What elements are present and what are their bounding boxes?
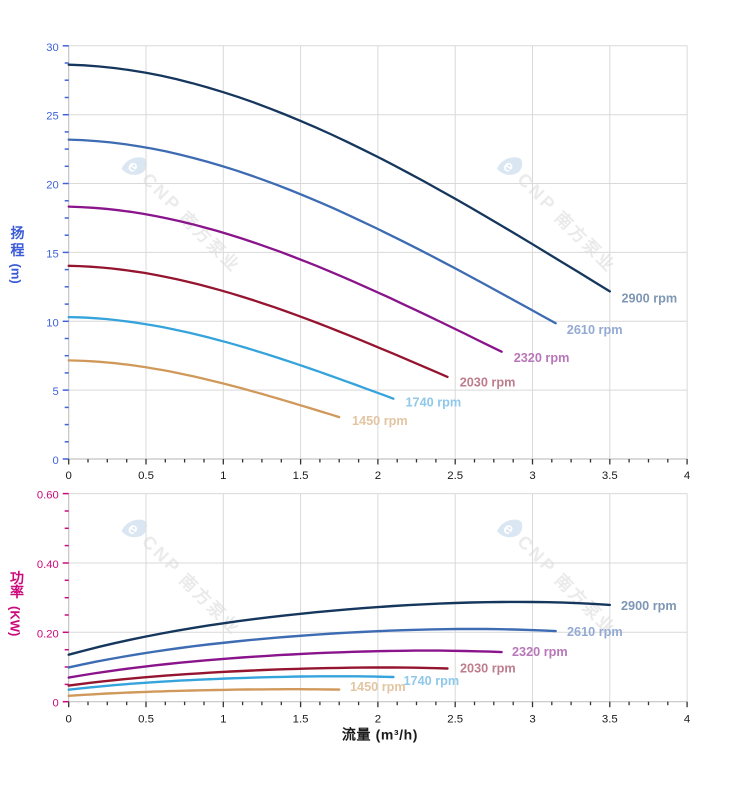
svg-text:(KW): (KW)	[8, 606, 23, 636]
svg-text:0.60: 0.60	[37, 490, 59, 502]
svg-text:2610 rpm: 2610 rpm	[567, 625, 623, 639]
svg-text:1.5: 1.5	[293, 714, 309, 726]
svg-text:1: 1	[220, 470, 226, 482]
svg-text:3: 3	[529, 470, 535, 482]
svg-text:2: 2	[375, 714, 381, 726]
svg-text:15: 15	[46, 248, 58, 260]
svg-text:0: 0	[52, 698, 58, 710]
svg-text:流量 (m³/h): 流量 (m³/h)	[342, 727, 418, 743]
svg-text:1.5: 1.5	[293, 470, 309, 482]
svg-text:30: 30	[46, 42, 58, 54]
svg-text:功: 功	[10, 570, 24, 586]
svg-text:2030 rpm: 2030 rpm	[460, 376, 516, 390]
svg-text:2.5: 2.5	[447, 714, 463, 726]
svg-text:1450 rpm: 1450 rpm	[352, 414, 408, 428]
svg-text:(m): (m)	[9, 264, 24, 284]
svg-text:0.40: 0.40	[37, 559, 59, 571]
svg-text:0.20: 0.20	[37, 628, 59, 640]
svg-text:1450 rpm: 1450 rpm	[350, 680, 406, 694]
svg-text:4: 4	[684, 714, 690, 726]
svg-text:率: 率	[10, 584, 24, 600]
svg-text:扬: 扬	[11, 225, 25, 241]
svg-text:4: 4	[684, 470, 690, 482]
svg-text:20: 20	[46, 180, 58, 192]
svg-text:5: 5	[52, 386, 58, 398]
svg-text:2610 rpm: 2610 rpm	[567, 323, 623, 337]
svg-text:3.5: 3.5	[602, 714, 618, 726]
svg-text:2030 rpm: 2030 rpm	[460, 662, 516, 676]
svg-text:3.5: 3.5	[602, 470, 618, 482]
svg-text:2.5: 2.5	[447, 470, 463, 482]
svg-text:0.5: 0.5	[138, 714, 154, 726]
svg-text:2: 2	[375, 470, 381, 482]
svg-text:1740 rpm: 1740 rpm	[404, 674, 460, 688]
svg-text:2320 rpm: 2320 rpm	[512, 645, 568, 659]
svg-text:2900 rpm: 2900 rpm	[621, 599, 677, 613]
svg-text:0: 0	[66, 714, 72, 726]
svg-text:2900 rpm: 2900 rpm	[622, 292, 678, 306]
svg-text:25: 25	[46, 111, 58, 123]
svg-text:1740 rpm: 1740 rpm	[406, 395, 462, 409]
svg-text:3: 3	[529, 714, 535, 726]
svg-text:0: 0	[52, 455, 58, 467]
svg-text:10: 10	[46, 317, 58, 329]
svg-text:0.5: 0.5	[138, 470, 154, 482]
svg-text:2320 rpm: 2320 rpm	[514, 351, 570, 365]
svg-text:1: 1	[220, 714, 226, 726]
svg-text:0: 0	[66, 470, 72, 482]
svg-text:程: 程	[11, 242, 25, 258]
